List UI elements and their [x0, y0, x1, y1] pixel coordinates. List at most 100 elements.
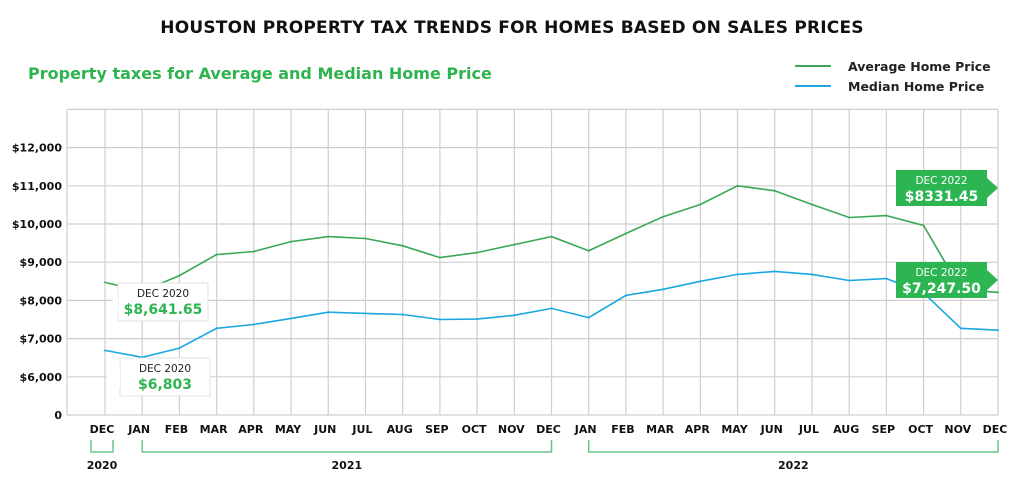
x-tick-label: AUG	[833, 423, 859, 436]
data-point	[290, 317, 293, 320]
x-tick-label: OCT	[462, 423, 487, 436]
data-point	[550, 307, 553, 310]
data-point	[215, 253, 218, 256]
x-tick-label: MAR	[646, 423, 674, 436]
data-point	[624, 232, 627, 235]
data-point	[104, 349, 106, 352]
callout-box	[896, 262, 987, 298]
year-bracket	[90, 440, 114, 453]
data-point	[810, 203, 813, 206]
x-tick-label: SEP	[872, 423, 896, 436]
callout-pointer	[987, 178, 998, 198]
x-tick-label: MAY	[275, 423, 302, 436]
x-tick-label: SEP	[425, 423, 449, 436]
x-tick-label: JUN	[313, 423, 336, 436]
data-point	[476, 318, 479, 321]
data-point	[736, 184, 739, 187]
data-point	[773, 270, 776, 273]
callout-value: $6,803	[138, 377, 192, 393]
chart-subtitle: Property taxes for Average and Median Ho…	[28, 64, 492, 83]
x-tick-label: APR	[238, 423, 264, 436]
callout-period: DEC 2020	[139, 363, 191, 375]
x-tick-label: JAN	[574, 423, 597, 436]
data-point	[959, 327, 962, 330]
y-tick-label: $8,000	[20, 294, 63, 307]
year-label: 2021	[332, 459, 363, 472]
data-point	[848, 279, 851, 282]
data-point	[364, 237, 367, 240]
data-point	[438, 256, 441, 259]
y-tick-label: $6,000	[20, 371, 63, 384]
legend-label-median: Median Home Price	[848, 78, 985, 94]
data-point	[178, 274, 181, 277]
data-point	[401, 244, 404, 247]
data-point	[736, 273, 739, 276]
callout-value: $7,247.50	[902, 281, 981, 297]
x-tick-label: FEB	[611, 423, 634, 436]
data-point	[252, 250, 255, 253]
y-tick-label: $12,000	[12, 142, 62, 155]
data-point	[513, 243, 516, 246]
x-tick-label: NOV	[944, 423, 971, 436]
x-tick-label: FEB	[165, 423, 188, 436]
data-point	[997, 291, 999, 294]
year-label: 2022	[778, 459, 809, 472]
callout-pointer	[987, 270, 998, 290]
legend-swatch-average	[795, 65, 831, 67]
data-point	[327, 235, 330, 238]
chart-title: HOUSTON PROPERTY TAX TRENDS FOR HOMES BA…	[160, 18, 864, 38]
data-point	[885, 277, 888, 280]
data-point	[476, 251, 479, 254]
year-bracket	[587, 440, 999, 453]
x-tick-label: APR	[685, 423, 711, 436]
y-tick-label: $10,000	[12, 218, 62, 231]
data-point	[401, 313, 404, 316]
data-point	[810, 273, 813, 276]
data-point	[773, 189, 776, 192]
x-tick-label: DEC	[90, 423, 115, 436]
x-tick-label: OCT	[908, 423, 933, 436]
callout-period: DEC 2020	[137, 288, 189, 300]
data-point	[587, 316, 590, 319]
callout-value: $8,641.65	[124, 302, 203, 318]
data-point	[699, 203, 702, 206]
data-point	[662, 288, 665, 291]
callout-pointer	[105, 366, 120, 388]
callout-value: $8331.45	[905, 189, 979, 205]
legend-item-median: Median Home Price	[795, 76, 991, 96]
data-point	[290, 240, 293, 243]
legend-label-average: Average Home Price	[848, 58, 991, 74]
legend: Average Home Price Median Home Price	[795, 56, 991, 96]
x-tick-label: JUL	[798, 423, 819, 436]
x-tick-label: NOV	[498, 423, 525, 436]
data-point	[997, 329, 999, 332]
x-tick-label: DEC	[983, 423, 1008, 436]
data-point	[327, 311, 330, 314]
callout-box	[896, 170, 987, 206]
data-point	[885, 214, 888, 217]
data-point	[550, 235, 553, 238]
data-point	[624, 294, 627, 297]
data-point	[438, 318, 441, 321]
data-point	[587, 249, 590, 252]
y-tick-label: $9,000	[20, 256, 63, 269]
year-label: 2020	[87, 459, 118, 472]
data-point	[178, 347, 181, 350]
x-tick-label: JUL	[351, 423, 372, 436]
callout-pointer	[105, 282, 118, 313]
x-tick-label: JAN	[127, 423, 150, 436]
data-point	[662, 215, 665, 218]
x-tick-label: MAY	[721, 423, 748, 436]
x-tick-label: MAR	[200, 423, 228, 436]
data-point	[699, 280, 702, 283]
callout-box	[117, 282, 209, 322]
callout-period: DEC 2022	[915, 267, 967, 279]
x-tick-label: AUG	[387, 423, 413, 436]
data-point	[364, 312, 367, 315]
y-tick-label: $7,000	[20, 333, 63, 346]
data-point	[848, 216, 851, 219]
data-point	[252, 323, 255, 326]
y-tick-label: $11,000	[12, 180, 62, 193]
data-point	[513, 314, 516, 317]
